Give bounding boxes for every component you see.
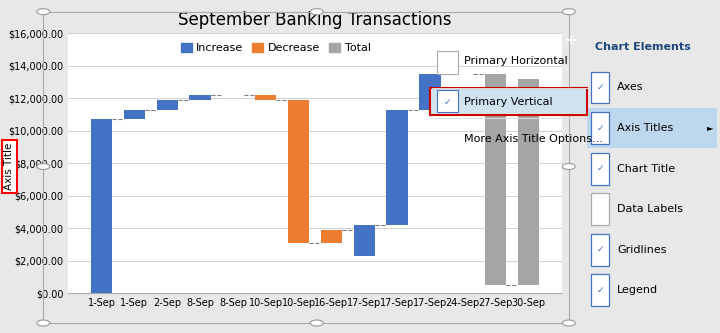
Bar	[189, 95, 211, 100]
Text: ✓: ✓	[596, 83, 604, 92]
Text: ✓: ✓	[596, 245, 604, 254]
Bar	[387, 110, 408, 225]
FancyBboxPatch shape	[430, 88, 588, 116]
Text: ✓: ✓	[444, 98, 451, 107]
FancyBboxPatch shape	[591, 153, 609, 184]
Bar	[518, 79, 539, 285]
Text: +: +	[564, 33, 577, 48]
FancyBboxPatch shape	[436, 51, 458, 74]
FancyBboxPatch shape	[436, 90, 458, 112]
Bar	[91, 119, 112, 293]
Bar	[288, 100, 310, 243]
Legend: Increase, Decrease, Total: Increase, Decrease, Total	[176, 39, 375, 58]
Text: Chart Elements: Chart Elements	[595, 42, 691, 52]
Text: ✓: ✓	[596, 164, 604, 173]
Text: Primary Horizontal: Primary Horizontal	[464, 56, 568, 66]
FancyBboxPatch shape	[591, 72, 609, 104]
Bar	[485, 74, 506, 285]
Text: Gridlines: Gridlines	[617, 245, 667, 255]
Text: More Axis Title Options...: More Axis Title Options...	[464, 134, 603, 144]
Text: Legend: Legend	[617, 285, 658, 295]
FancyBboxPatch shape	[588, 108, 717, 148]
FancyBboxPatch shape	[591, 234, 609, 266]
FancyBboxPatch shape	[591, 112, 609, 144]
Text: ►: ►	[707, 124, 714, 133]
Text: Axis Title: Axis Title	[4, 143, 14, 190]
Bar	[419, 74, 441, 110]
Text: ✓: ✓	[596, 124, 604, 133]
Bar	[255, 95, 276, 100]
Text: ✓: ✓	[596, 286, 604, 295]
Bar	[320, 230, 342, 243]
Bar	[156, 100, 178, 110]
FancyBboxPatch shape	[591, 193, 609, 225]
Title: September Banking Transactions: September Banking Transactions	[179, 11, 451, 29]
Text: Primary Vertical: Primary Vertical	[464, 97, 553, 107]
Text: Axes: Axes	[617, 83, 644, 93]
Bar	[354, 225, 375, 256]
Text: Chart Title: Chart Title	[617, 164, 675, 173]
FancyBboxPatch shape	[591, 274, 609, 306]
Bar	[124, 110, 145, 119]
Text: Data Labels: Data Labels	[617, 204, 683, 214]
Text: Axis Titles: Axis Titles	[617, 123, 673, 133]
